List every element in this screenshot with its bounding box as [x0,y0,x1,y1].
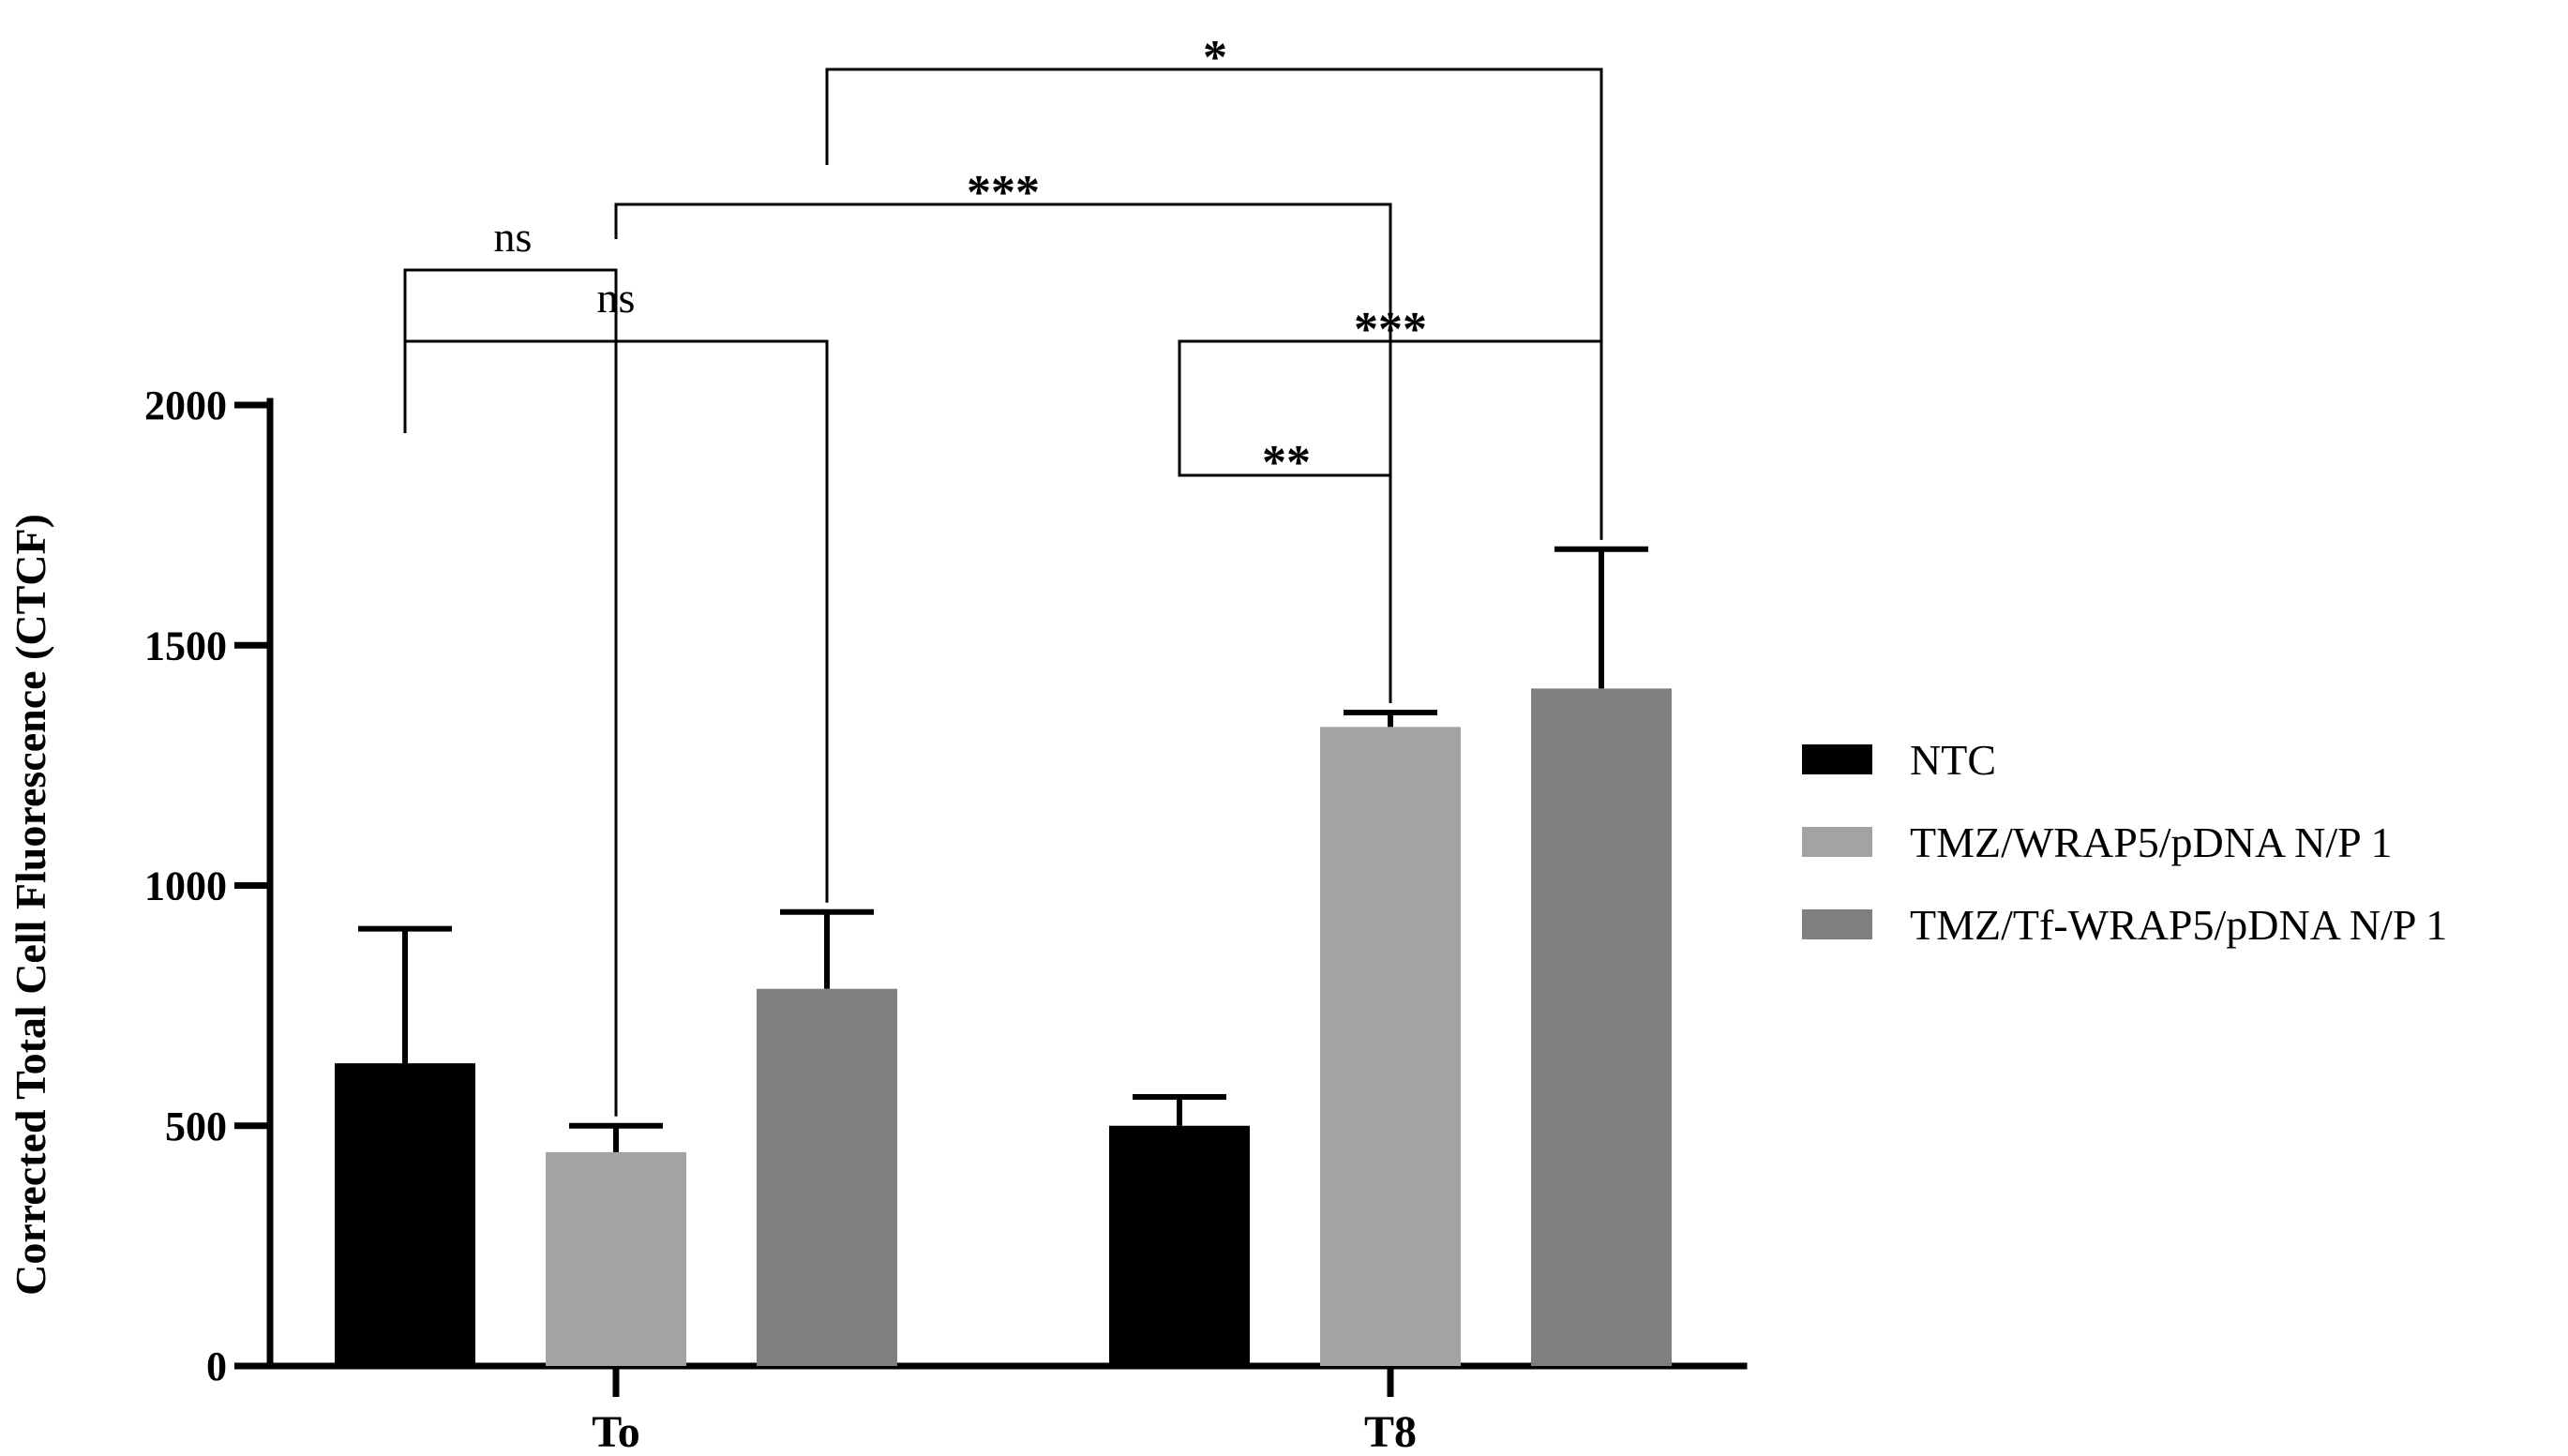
significance-label: ns [597,274,636,322]
x-axis-ticks: To T8 [592,1366,1417,1456]
y-tick-label: 0 [206,1343,227,1389]
significance-label: ns [494,213,533,261]
bars [335,688,1672,1366]
significance-bracket [825,68,1603,540]
legend-swatch [1802,909,1872,939]
bar [1531,688,1672,1366]
significance-label: *** [967,166,1040,219]
bar [1109,1125,1250,1366]
error-bars [358,546,1648,1152]
y-tick-label: 500 [165,1103,227,1149]
y-tick-label: 2000 [144,383,227,428]
significance-bracket [614,203,1392,703]
legend-swatch [1802,827,1872,857]
legend-label: TMZ/Tf-WRAP5/pDNA N/P 1 [1910,901,2447,949]
significance-label: ** [1262,436,1311,489]
x-tick-label: To [592,1407,640,1456]
bar [1320,727,1461,1366]
bar [335,1063,475,1366]
significance-bracket [403,268,618,1117]
significance-bracket [403,339,829,903]
y-axis-ticks: 0 500 1000 1500 2000 [144,383,270,1389]
legend-label: NTC [1910,736,1996,784]
y-tick-label: 1000 [144,863,227,909]
significance-label: * [1203,31,1227,84]
y-tick-label: 1500 [144,623,227,668]
x-tick-label: T8 [1364,1407,1417,1456]
bar [546,1151,686,1366]
legend-swatch [1802,744,1872,774]
legend: NTC TMZ/WRAP5/pDNA N/P 1 TMZ/Tf-WRAP5/pDNA… [1802,736,2447,949]
bar [757,988,897,1366]
legend-label: TMZ/WRAP5/pDNA N/P 1 [1910,818,2393,866]
y-axis-title: Corrected Total Cell Fluorescence (CTCF) [7,514,54,1296]
